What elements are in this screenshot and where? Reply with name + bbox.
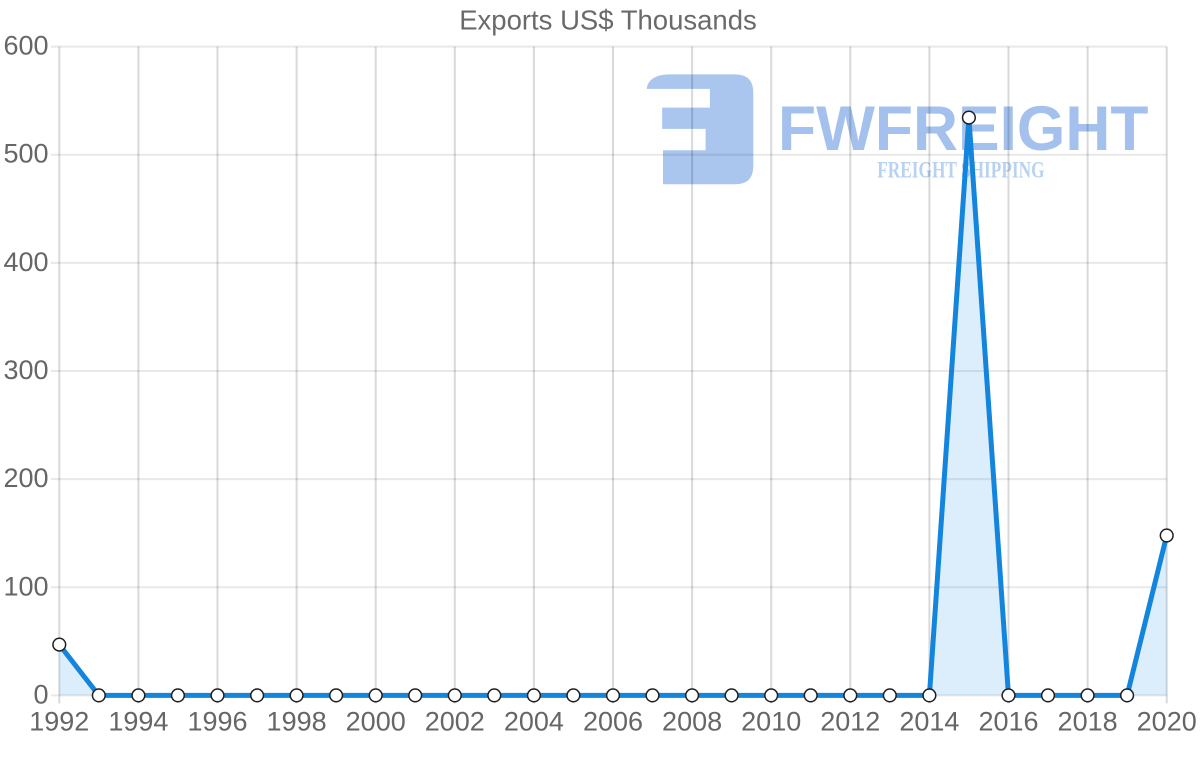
svg-text:2004: 2004 <box>504 707 564 737</box>
svg-text:2010: 2010 <box>741 707 801 737</box>
svg-text:2006: 2006 <box>583 707 643 737</box>
svg-text:2014: 2014 <box>899 707 959 737</box>
svg-text:1996: 1996 <box>187 707 247 737</box>
svg-text:FREIGHT SHIPPING: FREIGHT SHIPPING <box>877 157 1044 182</box>
svg-text:400: 400 <box>3 247 48 277</box>
svg-text:2002: 2002 <box>425 707 485 737</box>
svg-text:600: 600 <box>3 31 48 61</box>
svg-text:2016: 2016 <box>978 707 1038 737</box>
svg-text:1994: 1994 <box>108 707 168 737</box>
svg-text:Exports US$ Thousands: Exports US$ Thousands <box>459 5 757 36</box>
svg-text:200: 200 <box>3 463 48 493</box>
svg-text:2000: 2000 <box>346 707 406 737</box>
svg-text:100: 100 <box>3 571 48 601</box>
svg-text:0: 0 <box>33 679 48 709</box>
svg-text:1992: 1992 <box>29 707 89 737</box>
svg-text:500: 500 <box>3 139 48 169</box>
svg-text:2020: 2020 <box>1137 707 1197 737</box>
svg-text:1998: 1998 <box>267 707 327 737</box>
svg-text:2012: 2012 <box>820 707 880 737</box>
svg-text:2008: 2008 <box>662 707 722 737</box>
svg-text:2018: 2018 <box>1058 707 1118 737</box>
svg-text:FWFREIGHT: FWFREIGHT <box>778 94 1149 164</box>
svg-text:300: 300 <box>3 355 48 385</box>
